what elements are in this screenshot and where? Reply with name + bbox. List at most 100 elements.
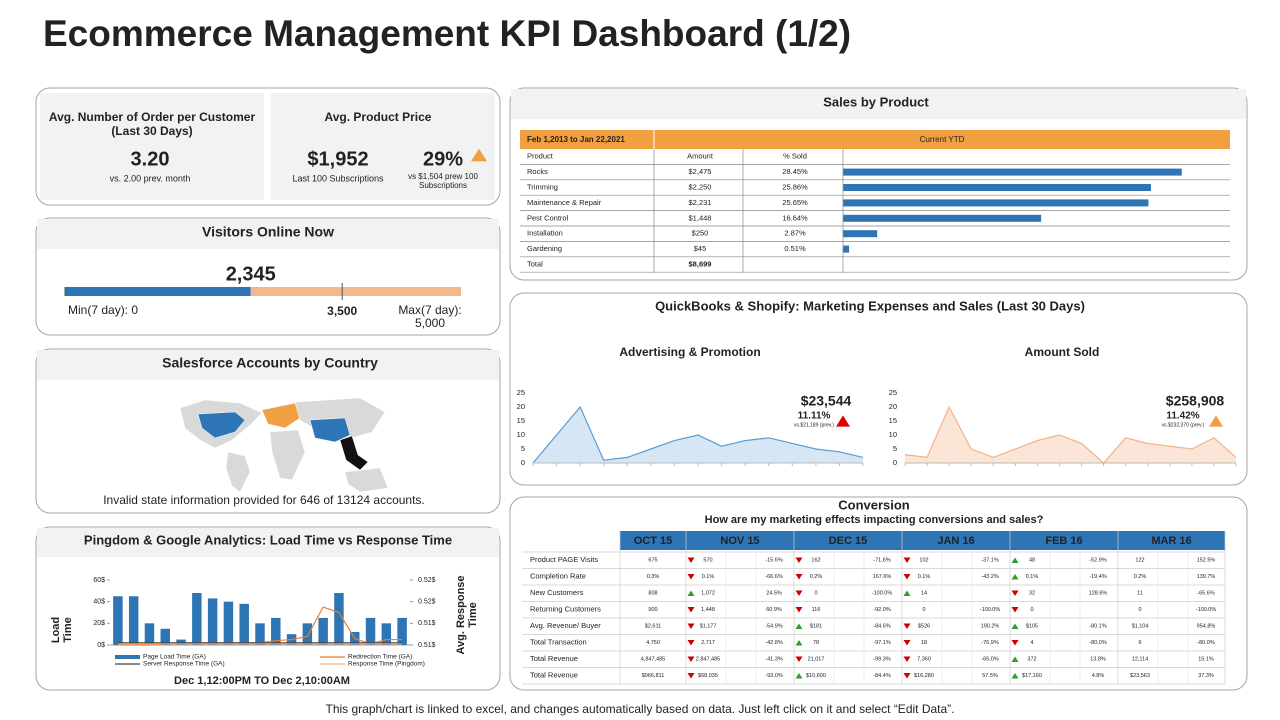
table-cell: -92.0% bbox=[873, 607, 891, 613]
table-cell: 0.2% bbox=[810, 574, 823, 580]
table-cell: 0.1% bbox=[1026, 574, 1039, 580]
table-cell: 78 bbox=[813, 640, 819, 646]
table-cell: 808 bbox=[648, 591, 657, 597]
bar bbox=[255, 623, 265, 645]
chart-change: 11.42% bbox=[1166, 411, 1199, 422]
table-period: Feb 1,2013 to Jan 22,2021 bbox=[527, 135, 625, 144]
trend-arrow bbox=[836, 415, 850, 427]
y-tick-label: 20 bbox=[889, 402, 897, 411]
y-tick-label: 25 bbox=[889, 388, 897, 397]
table-cell: Rocks bbox=[527, 167, 548, 176]
table-cell: 37.3% bbox=[1198, 673, 1214, 679]
panel-title: Pingdom & Google Analytics: Load Time vs… bbox=[84, 532, 452, 547]
table-cell: $105 bbox=[1026, 624, 1038, 630]
bar bbox=[302, 623, 313, 645]
chart-value: $23,544 bbox=[801, 393, 852, 409]
bar bbox=[843, 214, 1042, 222]
legend-swatch bbox=[115, 655, 140, 659]
row-label: Completion Rate bbox=[530, 572, 586, 581]
table-cell: 16.64% bbox=[782, 213, 808, 222]
table-cell: $23,563 bbox=[1130, 673, 1150, 679]
table-cell: Total bbox=[527, 259, 543, 268]
kpi-note: vs. 2.00 prev. month bbox=[110, 173, 191, 183]
trend-arrow bbox=[687, 590, 695, 597]
gauge-max-label: Max(7 day): 5,000 bbox=[398, 304, 462, 330]
trend-arrow bbox=[1011, 656, 1019, 663]
legend-label: Redirection Time (GA) bbox=[348, 654, 412, 661]
trend-arrow bbox=[687, 656, 695, 663]
bar bbox=[843, 199, 1149, 207]
table-cell: $250 bbox=[692, 229, 709, 238]
y-tick-label: 5 bbox=[893, 444, 897, 453]
map-region bbox=[339, 435, 369, 471]
table-cell: $1,448 bbox=[689, 213, 712, 222]
table-cell: -80.0% bbox=[1197, 640, 1215, 646]
y-tick-label: 20 bbox=[517, 402, 525, 411]
trend-arrow bbox=[1209, 415, 1223, 427]
trend-arrow bbox=[687, 639, 695, 646]
y-tick-label: 0$ bbox=[97, 642, 105, 649]
table-cell: -80.0% bbox=[1089, 640, 1107, 646]
y2-axis-title-box: Avg. Response Time bbox=[455, 575, 479, 655]
month-header: FEB 16 bbox=[1045, 535, 1082, 547]
table-cell: 12,114 bbox=[1132, 657, 1148, 663]
table-cell: $181 bbox=[810, 624, 822, 630]
bar bbox=[192, 593, 202, 645]
trend-arrow bbox=[1011, 623, 1019, 630]
bar bbox=[334, 593, 344, 645]
row-label: Returning Customers bbox=[530, 605, 601, 614]
table-cell: 13.8% bbox=[1090, 657, 1106, 663]
table-cell: 4.8% bbox=[1092, 673, 1105, 679]
map-region bbox=[309, 417, 351, 443]
row-label: Product PAGE Visits bbox=[530, 555, 598, 564]
table-cell: 28.45% bbox=[782, 167, 808, 176]
trend-arrow bbox=[1011, 557, 1019, 564]
trend-arrow bbox=[795, 672, 803, 679]
table-cell: -100.0% bbox=[872, 591, 893, 597]
map-region bbox=[344, 467, 389, 493]
table-cell: 11 bbox=[1137, 591, 1143, 597]
footer-note: This graph/chart is linked to excel, and… bbox=[326, 702, 955, 716]
area-line bbox=[904, 405, 1237, 464]
table-cell: 0 bbox=[922, 607, 925, 613]
area-line bbox=[532, 405, 864, 464]
kpi-card bbox=[40, 93, 264, 200]
y2-axis-title: Avg. Response Time bbox=[455, 575, 479, 655]
table-cell: $16,280 bbox=[914, 673, 934, 679]
chart-value: $258,908 bbox=[1166, 393, 1225, 409]
table-cell: 21,017 bbox=[808, 657, 825, 663]
y-tick-label: 0 bbox=[893, 458, 897, 467]
kpi-change-note-box: vs $1,504 prew 100 Subscriptions bbox=[408, 172, 478, 190]
table-cell: 1,072 bbox=[701, 591, 715, 597]
bar bbox=[318, 617, 328, 645]
y-tick-label: 40$ bbox=[93, 599, 105, 606]
table-cell: 2,847,485 bbox=[696, 657, 720, 663]
table-cell: 102 bbox=[919, 558, 928, 564]
gauge-max-label-box: Max(7 day): 5,000 bbox=[398, 304, 462, 330]
row-label: Total Transaction bbox=[530, 638, 587, 647]
gauge-fill bbox=[65, 287, 251, 296]
table-cell: -93.0% bbox=[765, 673, 783, 679]
table-cell: 15.1% bbox=[1198, 657, 1214, 663]
table-cell: Trimming bbox=[527, 182, 558, 191]
bar bbox=[397, 617, 407, 645]
column-header: % Sold bbox=[783, 152, 807, 161]
chart-title: Amount Sold bbox=[1025, 345, 1100, 359]
trend-arrow bbox=[795, 590, 803, 597]
bar bbox=[144, 623, 155, 645]
trend-arrow bbox=[1011, 573, 1019, 580]
chart-change: 11.11% bbox=[798, 411, 831, 422]
table-cell: $1,177 bbox=[700, 624, 717, 630]
trend-arrow bbox=[903, 672, 911, 679]
trend-arrow bbox=[795, 656, 803, 663]
bar bbox=[381, 623, 392, 645]
gauge-mid-label: 3,500 bbox=[327, 304, 357, 318]
y2-tick-label: 0.51$ bbox=[418, 642, 436, 649]
table-cell: 0.3% bbox=[647, 574, 660, 580]
table-cell: 122 bbox=[1135, 558, 1144, 564]
table-header bbox=[520, 130, 1230, 149]
month-header: DEC 15 bbox=[829, 535, 868, 547]
kpi-value: 3.20 bbox=[131, 148, 170, 170]
table-cell: 32 bbox=[1029, 591, 1035, 597]
